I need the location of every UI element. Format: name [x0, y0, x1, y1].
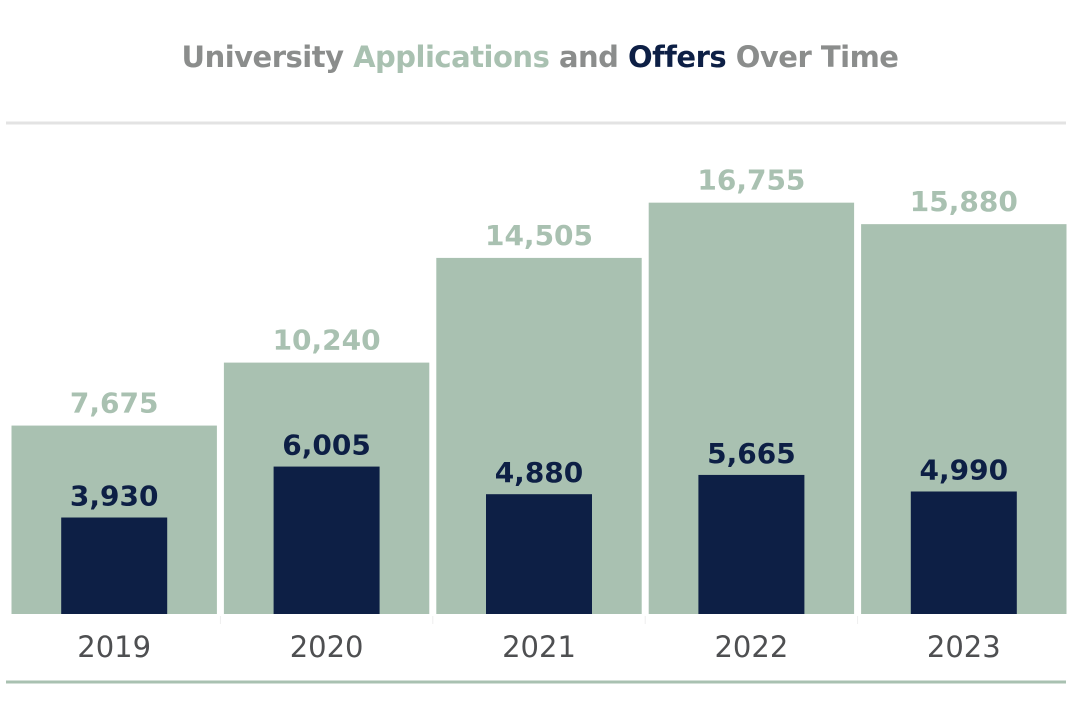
offers-bar-2021: [486, 494, 592, 614]
offers-bar-2019: [61, 517, 168, 614]
title-part-applications: Applications: [353, 40, 550, 74]
x-tick-label-2020: 2020: [290, 630, 364, 664]
applications-label-2022: 16,755: [697, 164, 805, 197]
offers-label-2020: 6,005: [282, 429, 371, 462]
applications-label-2023: 15,880: [910, 185, 1018, 218]
x-tick-label-2021: 2021: [502, 630, 576, 664]
offers-bar-2022: [698, 474, 805, 614]
offers-bar-2020: [273, 466, 380, 614]
x-tick-label-2023: 2023: [927, 630, 1001, 664]
offers-label-2022: 5,665: [707, 437, 796, 470]
x-tick-label-2019: 2019: [77, 630, 151, 664]
title-part-and: and: [549, 40, 629, 74]
offers-label-2023: 4,990: [920, 453, 1009, 486]
offers-label-2019: 3,930: [70, 480, 159, 513]
applications-label-2021: 14,505: [485, 219, 593, 252]
applications-label-2020: 10,240: [273, 324, 381, 357]
chart-title: University Applications and Offers Over …: [0, 40, 1080, 74]
title-part-university: University: [181, 40, 354, 74]
offers-bar-2023: [910, 491, 1017, 614]
applications-label-2019: 7,675: [70, 387, 159, 420]
title-part-over-time: Over Time: [726, 40, 899, 74]
x-tick-label-2022: 2022: [714, 630, 788, 664]
offers-label-2021: 4,880: [495, 456, 584, 489]
title-part-offers: Offers: [628, 40, 727, 74]
